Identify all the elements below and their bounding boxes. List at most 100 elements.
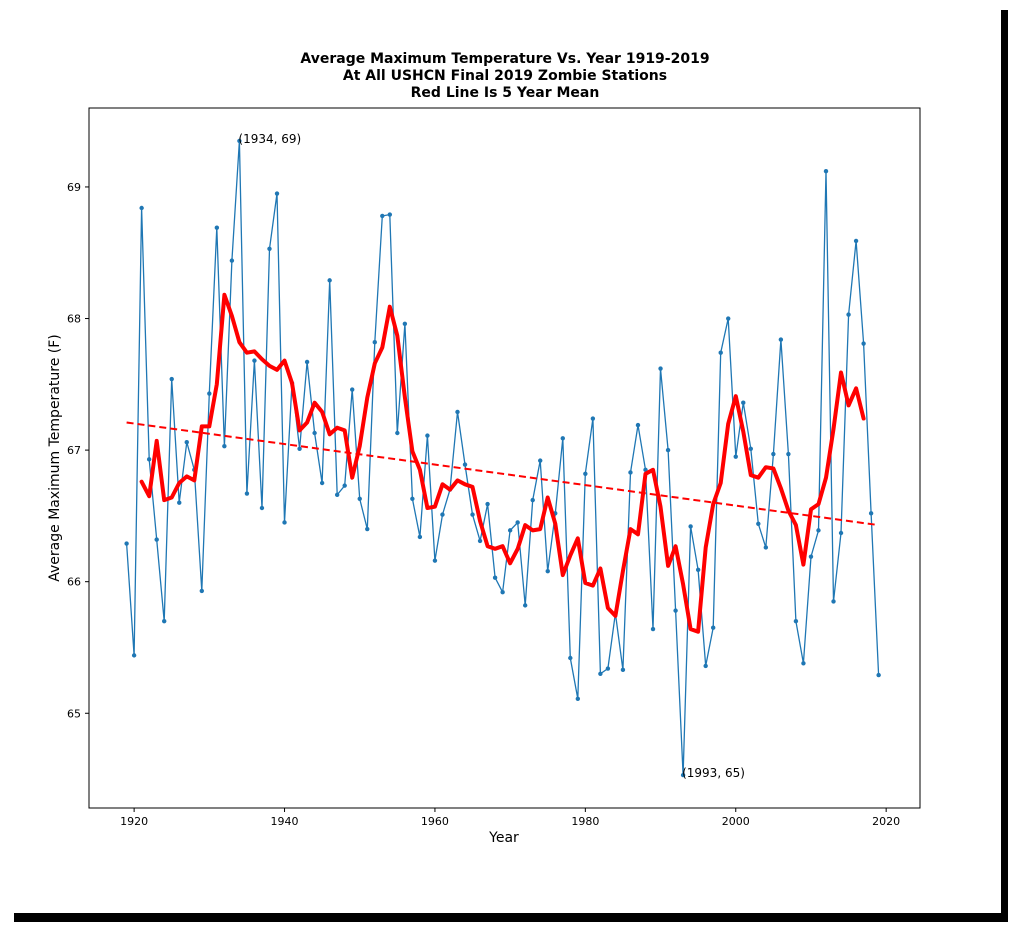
annual-data-point <box>861 341 866 346</box>
annual-data-point <box>680 772 686 778</box>
annual-data-point <box>545 568 550 574</box>
annual-data-point <box>598 671 603 676</box>
annual-data-point <box>124 541 129 546</box>
annual-data-point <box>583 471 588 476</box>
annual-data-point <box>455 409 460 415</box>
x-axis-label: Year <box>488 830 519 846</box>
annual-data-point <box>575 696 581 701</box>
annual-data-point <box>177 500 182 505</box>
annual-series-line <box>125 140 880 776</box>
annual-data-point <box>274 191 280 196</box>
annual-data-point <box>492 575 498 580</box>
annual-data-point <box>146 457 152 462</box>
annual-data-point <box>643 467 648 473</box>
annual-data-point <box>748 446 753 451</box>
annual-data-point <box>350 387 355 392</box>
annual-data-point <box>853 238 859 244</box>
annual-data-point <box>590 416 596 421</box>
annual-data-point <box>372 340 377 345</box>
annual-data-point <box>628 470 633 475</box>
y-tick-label: 67 <box>67 444 81 457</box>
plot-area: 1920 1940 1960 1980 2000 2020 65 66 67 68 69 (1934,… <box>67 107 921 828</box>
annual-data-point <box>237 138 242 144</box>
annual-data-point <box>703 663 708 669</box>
chart-title-line-1: Average Maximum Temperature Vs. Year 191… <box>300 51 709 67</box>
y-tick-label: 68 <box>67 313 81 326</box>
annual-data-point <box>733 454 738 459</box>
annual-data-point <box>184 440 189 445</box>
annual-data-point <box>365 526 370 532</box>
annual-data-point <box>786 451 791 457</box>
annual-data-point <box>756 521 761 526</box>
annual-data-point <box>327 278 332 283</box>
annual-data-point <box>282 520 287 525</box>
annual-data-point <box>425 433 430 438</box>
annual-data-point <box>718 350 723 355</box>
annual-data-point <box>304 359 310 365</box>
annual-data-point <box>417 534 423 540</box>
annual-data-point <box>131 653 137 658</box>
data-annotation: (1934, 69) <box>238 132 301 146</box>
annual-data-point <box>244 491 250 496</box>
chart-title-line-3: Red Line Is 5 Year Mean <box>411 85 600 101</box>
annual-data-point <box>252 358 257 363</box>
plot-frame <box>88 107 921 809</box>
annual-data-point <box>500 590 505 595</box>
annual-data-point <box>823 168 829 174</box>
y-tick-label: 66 <box>67 576 81 589</box>
annual-data-point <box>297 446 302 451</box>
annual-data-point <box>229 258 235 263</box>
annual-data-point <box>387 212 393 217</box>
y-tick-label: 69 <box>67 181 81 194</box>
annual-data-point <box>507 528 513 533</box>
annual-data-point <box>357 496 362 501</box>
annual-data-point <box>688 524 693 529</box>
annual-data-point <box>432 558 438 563</box>
annual-data-point <box>199 588 205 594</box>
annual-data-point <box>402 321 408 326</box>
annual-data-point <box>816 528 821 533</box>
annual-data-point <box>605 666 611 671</box>
annual-data-point <box>312 430 317 436</box>
annual-data-point <box>763 545 769 550</box>
x-tick-label: 2000 <box>722 815 750 828</box>
x-tick-label: 1940 <box>271 815 299 828</box>
annual-data-point <box>778 337 784 342</box>
annual-data-point <box>658 366 663 371</box>
data-annotation: (1993, 65) <box>682 766 745 780</box>
annual-data-point <box>530 497 535 503</box>
annual-data-point <box>319 480 325 486</box>
annual-data-point <box>538 458 543 463</box>
annual-data-point <box>470 512 475 517</box>
annual-data-point <box>477 538 483 544</box>
frame-shadow-bottom <box>14 913 1008 922</box>
annual-data-point <box>522 603 528 608</box>
annual-data-point <box>876 672 881 678</box>
annual-data-point <box>831 599 836 604</box>
annual-data-point <box>267 246 272 251</box>
x-tick-label: 1960 <box>421 815 449 828</box>
annual-data-point <box>169 376 174 382</box>
annual-data-point <box>801 661 806 666</box>
chart-title-line-2: At All USHCN Final 2019 Zombie Stations <box>343 68 667 84</box>
annual-data-point <box>620 667 626 673</box>
annual-data-point <box>846 312 851 317</box>
y-axis-label: Average Maximum Temperature (F) <box>47 334 63 581</box>
annual-data-point <box>440 512 445 517</box>
annual-data-point <box>380 213 385 219</box>
annual-data-point <box>139 205 144 211</box>
annual-data-point <box>635 422 641 428</box>
x-tick-label: 2020 <box>872 815 900 828</box>
annual-data-point <box>207 391 212 396</box>
annual-data-point <box>560 436 565 441</box>
annual-data-point <box>259 505 265 511</box>
annual-data-point <box>808 554 814 559</box>
annual-data-point <box>673 608 678 613</box>
five-year-mean-line <box>139 292 866 634</box>
annual-data-point <box>222 443 227 449</box>
annual-data-point <box>695 567 701 573</box>
annual-data-point <box>334 492 340 498</box>
annual-data-point <box>710 625 716 630</box>
